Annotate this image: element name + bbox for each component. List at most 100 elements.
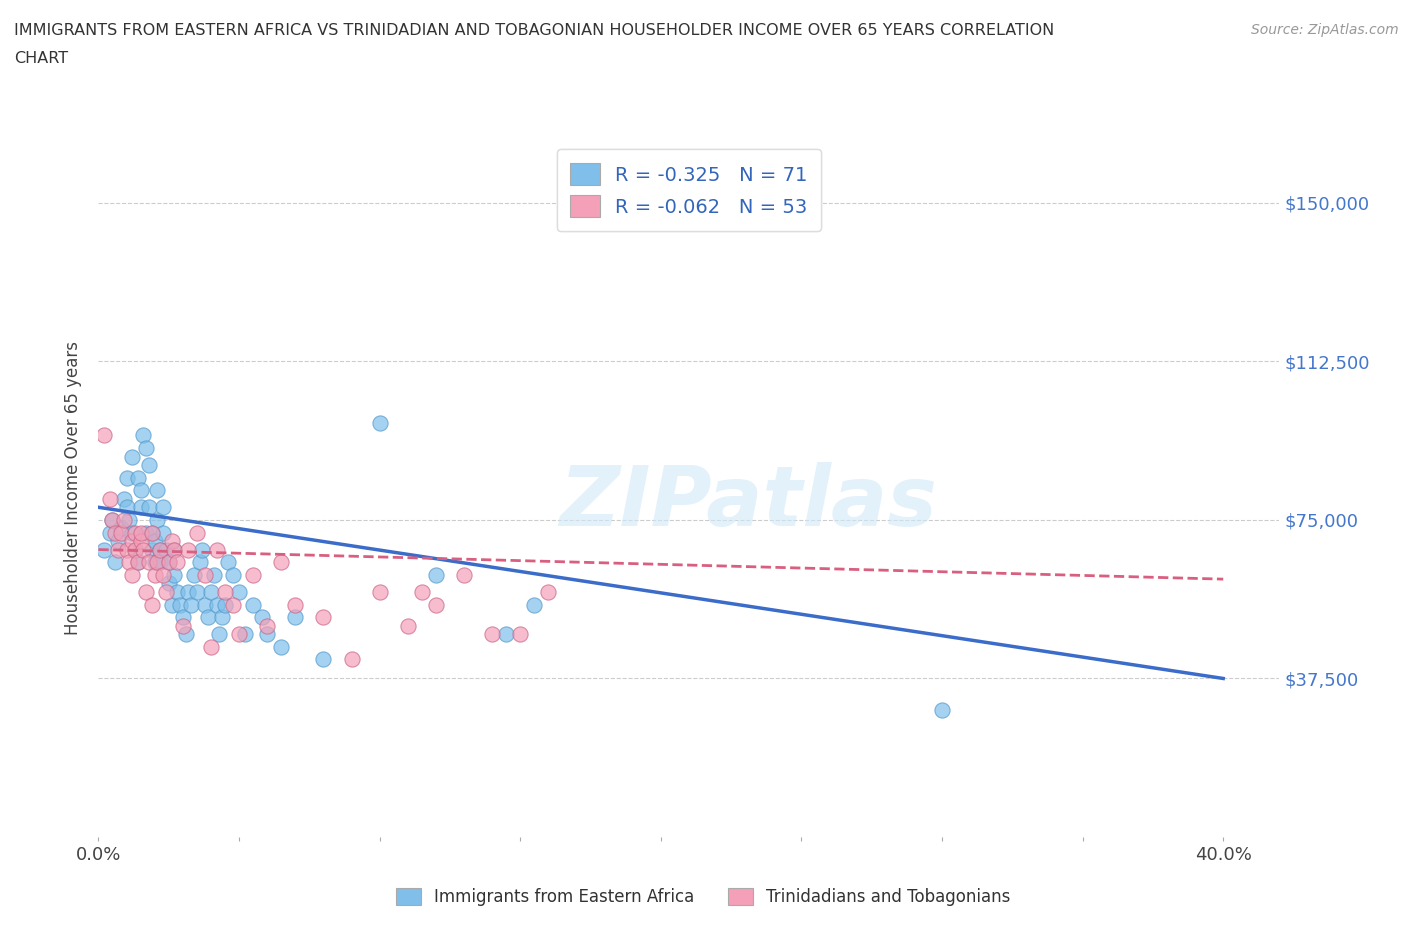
Point: [121, 449, 143, 464]
Point: [222, 567, 245, 582]
Text: ZIPatlas: ZIPatlas: [560, 461, 936, 543]
Point: [152, 499, 174, 514]
Point: [208, 627, 231, 642]
Point: [160, 597, 183, 612]
Point: [222, 597, 245, 612]
Point: [172, 618, 194, 633]
Point: [141, 597, 163, 612]
Point: [163, 542, 186, 557]
Point: [155, 542, 177, 557]
Point: [312, 652, 335, 667]
Text: CHART: CHART: [14, 51, 67, 66]
Point: [186, 584, 208, 599]
Point: [143, 555, 166, 570]
Point: [121, 534, 143, 549]
Point: [214, 597, 236, 612]
Point: [163, 567, 186, 582]
Point: [138, 458, 160, 472]
Legend: Immigrants from Eastern Africa, Trinidadians and Tobagonians: Immigrants from Eastern Africa, Trinidad…: [389, 881, 1017, 912]
Point: [129, 525, 152, 540]
Point: [163, 542, 186, 557]
Point: [188, 555, 211, 570]
Point: [177, 542, 200, 557]
Point: [284, 597, 307, 612]
Point: [202, 567, 225, 582]
Point: [129, 483, 152, 498]
Point: [146, 512, 169, 527]
Point: [217, 555, 239, 570]
Point: [141, 525, 163, 540]
Point: [368, 416, 391, 431]
Legend: R = -0.325   N = 71, R = -0.062   N = 53: R = -0.325 N = 71, R = -0.062 N = 53: [557, 149, 821, 231]
Point: [115, 471, 138, 485]
Point: [149, 542, 172, 557]
Point: [132, 428, 155, 443]
Point: [138, 499, 160, 514]
Point: [143, 567, 166, 582]
Point: [177, 584, 200, 599]
Point: [425, 597, 447, 612]
Point: [118, 512, 141, 527]
Point: [110, 525, 132, 540]
Point: [228, 584, 250, 599]
Point: [256, 627, 278, 642]
Point: [453, 567, 475, 582]
Point: [127, 471, 149, 485]
Point: [191, 542, 214, 557]
Point: [135, 584, 157, 599]
Point: [104, 525, 127, 540]
Point: [101, 512, 124, 527]
Point: [256, 618, 278, 633]
Point: [124, 542, 146, 557]
Point: [104, 555, 127, 570]
Point: [270, 555, 292, 570]
Point: [155, 584, 177, 599]
Point: [396, 618, 419, 633]
Point: [141, 542, 163, 557]
Point: [169, 597, 191, 612]
Point: [124, 542, 146, 557]
Point: [98, 491, 121, 506]
Point: [110, 521, 132, 536]
Point: [157, 555, 180, 570]
Point: [197, 610, 219, 625]
Point: [101, 512, 124, 527]
Text: IMMIGRANTS FROM EASTERN AFRICA VS TRINIDADIAN AND TOBAGONIAN HOUSEHOLDER INCOME : IMMIGRANTS FROM EASTERN AFRICA VS TRINID…: [14, 23, 1054, 38]
Point: [411, 584, 433, 599]
Point: [146, 555, 169, 570]
Point: [228, 627, 250, 642]
Point: [112, 491, 135, 506]
Point: [138, 555, 160, 570]
Point: [149, 542, 172, 557]
Point: [481, 627, 503, 642]
Point: [157, 576, 180, 591]
Point: [149, 555, 172, 570]
Point: [214, 584, 236, 599]
Point: [121, 525, 143, 540]
Point: [129, 534, 152, 549]
Point: [509, 627, 531, 642]
Point: [194, 567, 217, 582]
Point: [242, 597, 264, 612]
Point: [166, 584, 188, 599]
Point: [242, 567, 264, 582]
Point: [93, 428, 115, 443]
Y-axis label: Householder Income Over 65 years: Householder Income Over 65 years: [65, 341, 83, 635]
Point: [166, 555, 188, 570]
Point: [112, 512, 135, 527]
Point: [121, 567, 143, 582]
Point: [141, 525, 163, 540]
Point: [132, 542, 155, 557]
Point: [152, 567, 174, 582]
Point: [205, 597, 228, 612]
Point: [152, 525, 174, 540]
Point: [284, 610, 307, 625]
Point: [523, 597, 546, 612]
Point: [129, 499, 152, 514]
Point: [160, 534, 183, 549]
Point: [115, 499, 138, 514]
Point: [143, 534, 166, 549]
Point: [135, 525, 157, 540]
Point: [312, 610, 335, 625]
Point: [146, 483, 169, 498]
